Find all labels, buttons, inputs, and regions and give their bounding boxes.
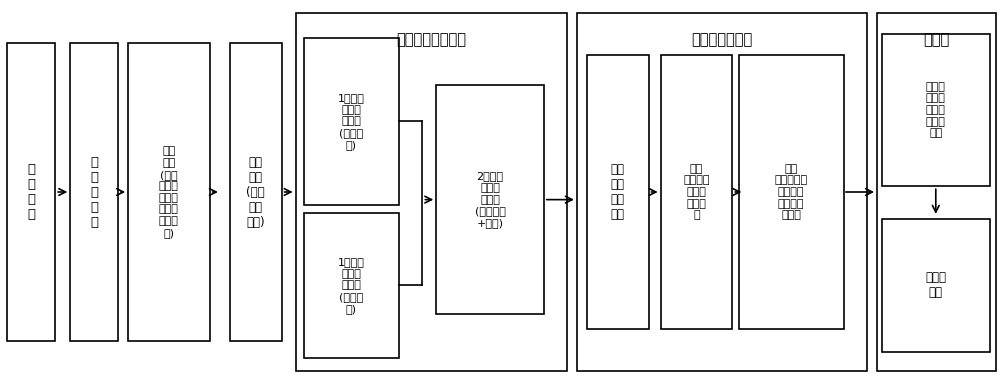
Bar bbox=[587, 55, 649, 329]
Bar bbox=[70, 43, 118, 341]
Bar bbox=[304, 213, 399, 358]
Bar bbox=[577, 13, 867, 371]
Text: 1次光谱
变化向
量构建
(基于场
景): 1次光谱 变化向 量构建 (基于场 景) bbox=[338, 257, 365, 314]
Bar bbox=[661, 55, 732, 329]
Text: 基于
向量距离
的迭代
二值聚
类: 基于 向量距离 的迭代 二值聚 类 bbox=[683, 164, 710, 220]
Bar bbox=[230, 43, 282, 341]
Text: 主成
分析
(基于
两期影
像间像
元的相
关性特
征): 主成 分析 (基于 两期影 像间像 元的相 关性特 征) bbox=[159, 146, 179, 238]
Bar bbox=[296, 13, 567, 371]
Text: 1次光谱
变化向
量构建
(基于对
象): 1次光谱 变化向 量构建 (基于对 象) bbox=[338, 93, 365, 150]
Text: 变化
向量
距离
计算: 变化 向量 距离 计算 bbox=[611, 163, 625, 221]
Text: 光谱变化向量构建: 光谱变化向量构建 bbox=[396, 32, 466, 47]
Bar bbox=[882, 218, 990, 352]
Bar bbox=[877, 13, 996, 371]
Bar bbox=[882, 34, 990, 186]
Bar bbox=[7, 43, 55, 341]
Text: 光谱变化度度量: 光谱变化度度量 bbox=[691, 32, 753, 47]
Text: 其它后
处理: 其它后 处理 bbox=[925, 271, 946, 300]
Text: 后处理: 后处理 bbox=[923, 32, 949, 47]
Bar bbox=[128, 43, 210, 341]
Text: 基于
迭代二值聚
类结果的
变化置信
度评估: 基于 迭代二值聚 类结果的 变化置信 度评估 bbox=[775, 164, 808, 220]
Text: 基于置
信度阈
值分割
的变化
提取: 基于置 信度阈 值分割 的变化 提取 bbox=[926, 82, 946, 138]
Bar bbox=[436, 85, 544, 314]
Text: 图像
分割
(基于
邻域
特征): 图像 分割 (基于 邻域 特征) bbox=[246, 156, 265, 228]
Bar bbox=[739, 55, 844, 329]
Bar bbox=[304, 38, 399, 205]
Text: 数
据
预
处
理: 数 据 预 处 理 bbox=[90, 156, 98, 228]
Text: 数
据
挑
选: 数 据 挑 选 bbox=[27, 163, 35, 221]
Text: 2次光谱
变化向
量构建
(基于场景
+对象): 2次光谱 变化向 量构建 (基于场景 +对象) bbox=[475, 171, 505, 228]
